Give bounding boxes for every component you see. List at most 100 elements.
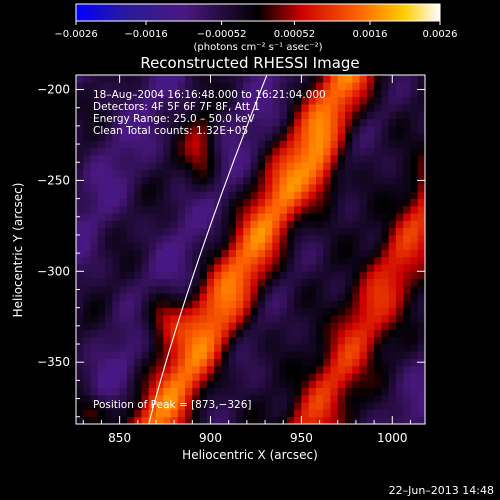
- heatmap-cell: [352, 336, 360, 345]
- heatmap-cell: [243, 242, 251, 250]
- heatmap-cell: [403, 234, 411, 243]
- heatmap-cell: [250, 365, 259, 374]
- heatmap-cell: [330, 256, 339, 265]
- heatmap-cell: [403, 242, 411, 250]
- heatmap-cell: [272, 365, 280, 374]
- heatmap-cell: [366, 256, 375, 265]
- heatmap-cell: [374, 402, 382, 410]
- heatmap-cell: [83, 118, 91, 127]
- heatmap-cell: [279, 198, 288, 207]
- heatmap-cell: [301, 140, 310, 149]
- heatmap-cell: [395, 264, 404, 272]
- heatmap-cell: [366, 125, 375, 134]
- heatmap-cell: [163, 118, 171, 127]
- heatmap-cell: [105, 329, 113, 338]
- heatmap-cell: [185, 365, 193, 374]
- heatmap-cell: [395, 133, 404, 141]
- heatmap-cell: [323, 307, 331, 316]
- heatmap-cell: [134, 242, 142, 250]
- heatmap-cell: [228, 133, 237, 141]
- heatmap-cell: [185, 314, 193, 323]
- heatmap-cell: [76, 307, 84, 316]
- heatmap-cell: [330, 227, 339, 236]
- heatmap-cell: [243, 89, 251, 98]
- heatmap-cell: [177, 358, 186, 367]
- heatmap-cell: [417, 307, 425, 316]
- heatmap-cell: [337, 278, 346, 287]
- heatmap-cell: [308, 249, 317, 258]
- heatmap-cell: [286, 336, 295, 345]
- heatmap-cell: [148, 394, 157, 403]
- heatmap-cell: [177, 322, 186, 330]
- heatmap-cell: [352, 104, 360, 112]
- heatmap-cell: [126, 285, 135, 294]
- heatmap-cell: [294, 314, 302, 323]
- heatmap-cell: [243, 314, 251, 323]
- heatmap-cell: [388, 89, 397, 98]
- heatmap-cell: [192, 82, 200, 90]
- heatmap-cell: [279, 394, 288, 403]
- heatmap-cell: [294, 184, 302, 192]
- heatmap-cell: [235, 285, 244, 294]
- heatmap-cell: [286, 234, 295, 243]
- heatmap-cell: [345, 184, 353, 192]
- heatmap-cell: [192, 271, 200, 279]
- heatmap-cell: [352, 271, 360, 279]
- heatmap-cell: [119, 125, 128, 134]
- heatmap-cell: [301, 154, 310, 163]
- heatmap-cell: [243, 213, 251, 221]
- heatmap-cell: [192, 402, 200, 410]
- heatmap-cell: [90, 162, 99, 170]
- heatmap-cell: [243, 249, 251, 258]
- heatmap-cell: [206, 154, 215, 163]
- heatmap-cell: [250, 169, 259, 178]
- heatmap-cell: [330, 184, 339, 192]
- heatmap-cell: [185, 322, 193, 330]
- heatmap-cell: [185, 264, 193, 272]
- heatmap-cell: [403, 365, 411, 374]
- heatmap-cell: [243, 118, 251, 127]
- heatmap-cell: [286, 373, 295, 381]
- heatmap-cell: [192, 416, 200, 424]
- heatmap-cell: [337, 227, 346, 236]
- heatmap-cell: [315, 118, 324, 127]
- heatmap-cell: [279, 409, 288, 418]
- heatmap-cell: [177, 213, 186, 221]
- heatmap-cell: [141, 402, 150, 410]
- heatmap-cell: [359, 96, 368, 105]
- heatmap-cell: [279, 249, 288, 258]
- heatmap-cell: [381, 213, 390, 221]
- heatmap-cell: [76, 169, 84, 178]
- heatmap-cell: [119, 82, 128, 90]
- heatmap-cell: [359, 314, 368, 323]
- heatmap-cell: [228, 82, 237, 90]
- heatmap-cell: [294, 220, 302, 229]
- heatmap-cell: [163, 205, 171, 214]
- heatmap-cell: [119, 387, 128, 396]
- heatmap-cell: [206, 176, 215, 185]
- heatmap-cell: [170, 133, 179, 141]
- heatmap-cell: [388, 191, 397, 199]
- heatmap-cell: [163, 140, 171, 149]
- heatmap-cell: [214, 104, 222, 112]
- heatmap-cell: [177, 118, 186, 127]
- heatmap-cell: [417, 344, 425, 352]
- heatmap-cell: [214, 176, 222, 185]
- heatmap-cell: [257, 409, 266, 418]
- heatmap-cell: [83, 82, 91, 90]
- heatmap-cell: [141, 111, 150, 120]
- heatmap-cell: [134, 205, 142, 214]
- heatmap-cell: [199, 387, 208, 396]
- heatmap-cell: [272, 118, 280, 127]
- heatmap-cell: [410, 351, 419, 359]
- heatmap-cell: [97, 205, 106, 214]
- heatmap-cell: [105, 293, 113, 301]
- heatmap-cell: [301, 96, 310, 105]
- heatmap-cell: [134, 234, 142, 243]
- heatmap-cell: [265, 198, 273, 207]
- heatmap-cell: [345, 336, 353, 345]
- heatmap-cell: [119, 336, 128, 345]
- heatmap-cell: [243, 227, 251, 236]
- heatmap-cell: [76, 416, 84, 424]
- heatmap-cell: [134, 169, 142, 178]
